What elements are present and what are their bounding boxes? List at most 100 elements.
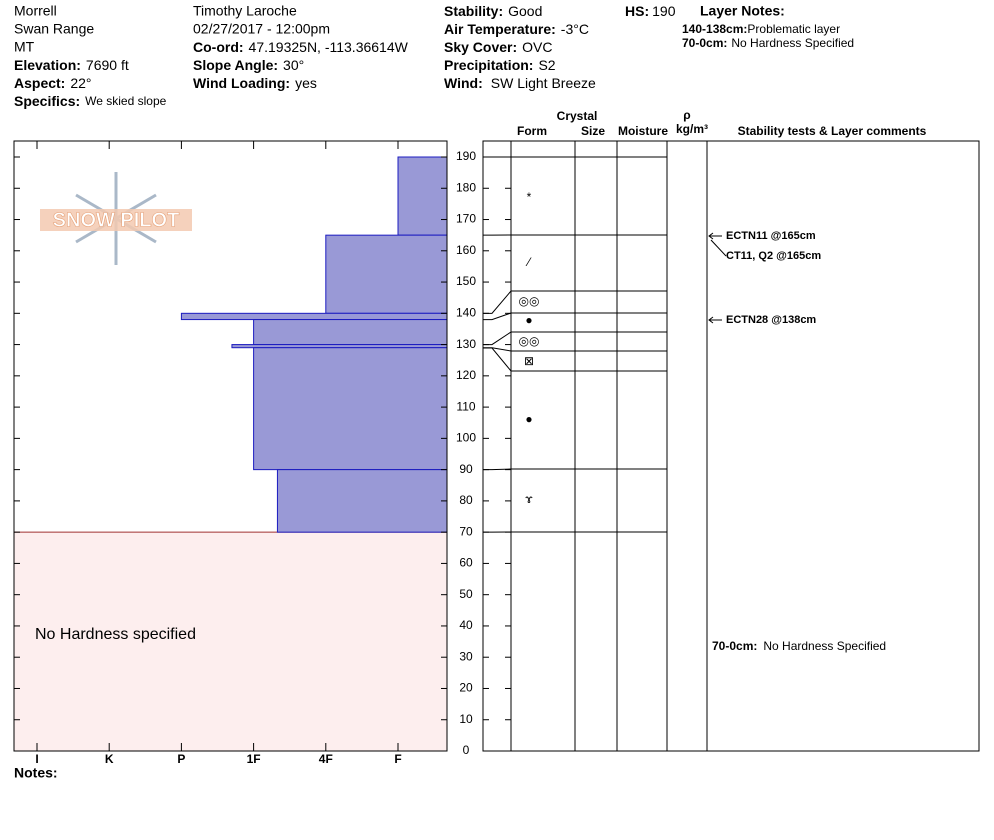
- value: Problematic layer: [747, 22, 840, 36]
- grain-form: ⊠: [524, 354, 534, 368]
- layer-connector: [483, 290, 667, 314]
- label: Elevation:: [14, 57, 81, 73]
- field: Aspect: 22°: [14, 75, 92, 91]
- arrow: [710, 239, 727, 257]
- layer-notes-title: Layer Notes:: [700, 3, 785, 19]
- layer-connector: [483, 312, 667, 321]
- column-header: Size: [581, 124, 605, 138]
- no-hardness-region: [14, 532, 447, 751]
- column-header: Stability tests & Layer comments: [738, 124, 927, 138]
- label: Wind Loading:: [193, 75, 290, 91]
- layer-comment: 70-0cm: No Hardness Specified: [712, 639, 886, 653]
- value: 22°: [70, 75, 91, 91]
- field: Co-ord: 47.19325N, -113.36614W: [193, 39, 409, 55]
- column-header: Form: [517, 124, 547, 138]
- hardness-bar: [253, 347, 448, 471]
- site: MT: [14, 39, 35, 55]
- grain-form: ●: [525, 412, 532, 426]
- layer-note: 70-0cm: No Hardness Specified: [682, 36, 854, 50]
- hardness-bar: [276, 469, 448, 533]
- value: No Hardness Specified: [731, 36, 854, 50]
- grain-form: ◎◎: [519, 294, 540, 308]
- column-header: Moisture: [618, 124, 668, 138]
- y-tick-label: 170: [456, 212, 476, 226]
- stability-comment: ECTN11 @165cm: [726, 230, 816, 242]
- y-tick-label: 110: [456, 399, 475, 413]
- field: Wind Loading: yes: [193, 75, 317, 91]
- grain-form: *: [527, 190, 532, 204]
- label: Air Temperature:: [444, 21, 556, 37]
- hardness-panel: No Hardness specified: [14, 156, 448, 751]
- label: Slope Angle:: [193, 57, 278, 73]
- y-tick-label: 100: [456, 431, 476, 445]
- datetime: 02/27/2017 - 12:00pm: [193, 21, 330, 37]
- field: Sky Cover: OVC: [444, 39, 553, 55]
- label: HS:: [625, 3, 649, 19]
- hardness-bar: [325, 234, 448, 314]
- hardness-bar: [253, 319, 448, 346]
- y-tick-label: 40: [459, 618, 473, 632]
- layer-connector: [483, 347, 667, 352]
- value: -3°C: [561, 21, 589, 37]
- field: Specifics: We skied slope: [14, 93, 167, 109]
- y-tick-label: 90: [459, 462, 473, 476]
- y-tick-label: 160: [456, 243, 476, 257]
- stability-comment: ECTN28 @138cm: [726, 314, 816, 326]
- grain-form: ⁄: [525, 255, 532, 269]
- label: 140-138cm:: [682, 22, 747, 36]
- arrow: [708, 316, 714, 324]
- y-tick-label: 120: [456, 368, 476, 382]
- x-tick-label: P: [177, 752, 185, 766]
- observer: Timothy Laroche: [193, 3, 297, 19]
- label: Stability:: [444, 3, 503, 19]
- value: We skied slope: [85, 94, 166, 108]
- x-tick-label: I: [35, 752, 38, 766]
- y-tick-label: 130: [456, 337, 476, 351]
- x-tick-label: 4F: [319, 752, 333, 766]
- y-tick-label: 180: [456, 180, 476, 194]
- column-header: kg/m³: [676, 122, 708, 136]
- x-tick-label: F: [394, 752, 401, 766]
- grain-form: ɤ: [525, 492, 533, 506]
- label: Aspect:: [14, 75, 65, 91]
- logo-band: [40, 209, 192, 231]
- value: Good: [508, 3, 542, 19]
- value: yes: [295, 75, 317, 91]
- value: OVC: [522, 39, 552, 55]
- value: 47.19325N, -113.36614W: [249, 39, 409, 55]
- field: Elevation: 7690 ft: [14, 57, 129, 73]
- value: 30°: [283, 57, 304, 73]
- column-header: Crystal: [557, 109, 598, 123]
- value: No Hardness Specified: [763, 639, 886, 653]
- layer-connector: [483, 347, 512, 372]
- y-tick-label: 80: [459, 493, 473, 507]
- y-tick-label: 70: [459, 524, 473, 538]
- layer-note: 140-138cm:Problematic layer: [682, 22, 840, 36]
- label: Wind:: [444, 75, 483, 91]
- y-tick-label: 10: [459, 712, 473, 726]
- value: 190: [652, 3, 676, 19]
- field: Wind: SW Light Breeze: [444, 75, 596, 91]
- value: 7690 ft: [86, 57, 129, 73]
- y-tick-label: 20: [459, 681, 473, 695]
- column-header: ρ: [683, 108, 690, 122]
- field: Precipitation: S2: [444, 57, 556, 73]
- y-tick-label: 0: [463, 743, 470, 757]
- value: S2: [538, 57, 555, 73]
- label: Co-ord:: [193, 39, 244, 55]
- y-tick-label: 140: [456, 305, 476, 319]
- field: HS: 190: [625, 3, 676, 19]
- label: Specifics:: [14, 93, 80, 109]
- label: Sky Cover:: [444, 39, 517, 55]
- layer-connector: [483, 331, 667, 346]
- x-tick-label: K: [105, 752, 114, 766]
- hardness-frame: [13, 140, 448, 752]
- hardness-bar: [180, 312, 448, 321]
- y-tick-label: 50: [459, 587, 473, 601]
- label: Precipitation:: [444, 57, 533, 73]
- x-tick-label: 1F: [247, 752, 261, 766]
- arrow: [708, 232, 714, 240]
- y-tick-label: 30: [459, 649, 473, 663]
- layer-table-frame: [482, 140, 980, 752]
